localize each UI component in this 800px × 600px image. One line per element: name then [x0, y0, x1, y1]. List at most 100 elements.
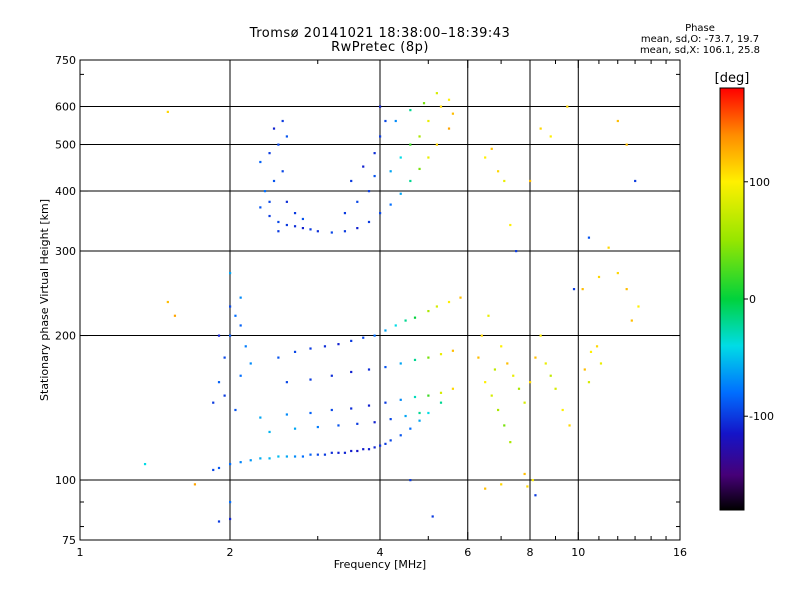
colorbar-tick-label: -100	[749, 410, 774, 423]
data-point	[413, 395, 417, 399]
data-point	[484, 487, 487, 490]
data-point	[356, 422, 359, 425]
data-point	[379, 444, 382, 447]
data-point	[229, 305, 232, 308]
data-point	[484, 381, 487, 384]
data-point	[229, 500, 232, 504]
data-point	[217, 334, 221, 337]
data-point	[272, 127, 276, 130]
data-point	[343, 212, 347, 215]
data-point	[500, 345, 503, 348]
data-point	[293, 212, 297, 215]
data-point	[549, 374, 552, 377]
data-point	[394, 119, 397, 123]
data-point	[496, 170, 500, 173]
data-point	[384, 119, 387, 123]
data-point	[223, 356, 226, 359]
data-point	[309, 347, 312, 350]
data-point	[367, 368, 371, 371]
data-point	[384, 329, 387, 332]
data-point	[362, 336, 365, 339]
data-point	[143, 462, 147, 466]
data-point	[496, 408, 500, 412]
data-point	[451, 387, 455, 390]
data-point	[544, 362, 547, 365]
colorbar-label: [deg]	[715, 71, 750, 86]
data-point	[561, 408, 564, 412]
data-point	[337, 343, 340, 346]
data-point	[490, 394, 493, 397]
data-point	[301, 217, 305, 221]
data-point	[330, 408, 333, 412]
data-point	[268, 152, 271, 155]
data-point	[356, 449, 359, 453]
data-point	[234, 408, 237, 412]
data-point	[534, 494, 537, 497]
data-point	[362, 448, 365, 451]
data-point	[534, 356, 537, 359]
data-point	[166, 110, 169, 113]
data-point	[599, 362, 603, 365]
data-point	[487, 314, 490, 317]
data-point	[323, 345, 327, 348]
data-point	[409, 427, 412, 430]
data-point	[413, 358, 417, 362]
data-point	[447, 98, 451, 101]
data-point	[268, 200, 271, 203]
data-point	[477, 356, 480, 359]
data-point	[531, 479, 534, 482]
data-point	[277, 230, 280, 233]
phase-stats-o: mean, sd,O: -73.7, 19.7	[640, 34, 760, 45]
data-point	[249, 362, 252, 365]
data-point	[384, 401, 387, 404]
data-point	[259, 160, 262, 164]
minor-ticks	[80, 60, 680, 540]
data-point	[356, 200, 359, 203]
data-point	[350, 449, 353, 453]
data-point	[259, 457, 262, 460]
data-point	[316, 230, 319, 233]
data-point	[373, 334, 376, 337]
data-point	[587, 381, 591, 384]
data-point	[330, 374, 333, 377]
data-point	[379, 212, 382, 215]
data-point	[389, 418, 392, 421]
data-point	[616, 271, 619, 275]
data-point	[350, 179, 353, 183]
data-point	[427, 309, 430, 313]
data-point	[384, 365, 387, 369]
phase-stats-x: mean, sd,X: 106.1, 25.8	[639, 45, 761, 56]
data-point	[323, 453, 327, 456]
data-point	[435, 305, 438, 308]
data-point	[384, 442, 387, 445]
data-point	[223, 394, 226, 397]
data-point	[249, 459, 252, 462]
data-point	[451, 112, 455, 115]
phase-stats-header: Phase	[685, 23, 715, 34]
data-point	[459, 296, 462, 299]
data-point	[343, 451, 347, 454]
data-point	[427, 119, 430, 123]
data-point	[268, 214, 271, 218]
data-point	[554, 387, 557, 390]
data-point	[607, 246, 610, 249]
data-point	[509, 441, 512, 444]
data-point	[259, 416, 262, 419]
data-point	[367, 404, 371, 407]
data-point	[285, 381, 288, 384]
data-point	[431, 515, 434, 518]
data-point	[435, 143, 438, 146]
x-tick-label: 1	[77, 546, 84, 559]
y-tick-label: 300	[55, 245, 76, 258]
y-tick-label: 600	[55, 101, 76, 114]
y-tick-label: 100	[55, 474, 76, 487]
y-tick-label: 500	[55, 139, 76, 152]
data-point	[634, 179, 637, 183]
x-axis-label: Frequency [MHz]	[334, 558, 426, 571]
data-point	[373, 152, 376, 155]
data-point	[239, 324, 242, 327]
y-tick-label: 400	[55, 185, 76, 198]
data-point	[229, 271, 232, 275]
data-point	[285, 413, 288, 416]
